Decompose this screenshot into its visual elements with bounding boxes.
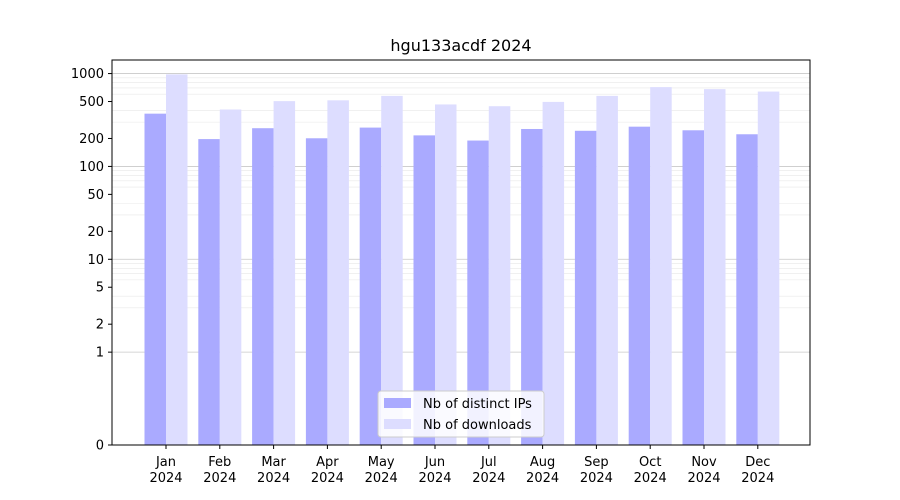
x-tick-label-month: Jan (155, 455, 176, 470)
y-tick-label: 20 (87, 225, 104, 240)
chart-title: hgu133acdf 2024 (390, 36, 531, 55)
bar-downloads (166, 74, 188, 445)
y-tick-label: 1000 (71, 67, 104, 82)
x-tick-label-year: 2024 (741, 471, 774, 486)
x-tick-label-year: 2024 (634, 471, 667, 486)
y-tick-label: 10 (87, 253, 104, 268)
bars-layer (144, 74, 780, 446)
bar-downloads (757, 91, 780, 445)
x-tick-label-year: 2024 (472, 471, 505, 486)
x-tick-label-month: Mar (261, 455, 286, 470)
bar-downloads (650, 87, 672, 445)
y-tick-label: 50 (87, 188, 104, 203)
bar-distinct-ips (252, 128, 274, 445)
x-tick-label-month: Aug (530, 455, 555, 470)
x-tick-label-month: May (368, 455, 395, 470)
x-tick-label-year: 2024 (580, 471, 613, 486)
bar-downloads (327, 100, 349, 445)
legend-box (377, 390, 545, 438)
y-tick-label: 1 (96, 346, 104, 361)
bar-downloads (435, 104, 457, 446)
x-tick-label-month: Feb (208, 455, 231, 470)
legend: Nb of distinct IPs Nb of downloads (377, 390, 545, 438)
y-axis: 0 1 2 5 10 20 50 100 200 500 1000 (71, 67, 112, 454)
x-tick-label-month: Oct (639, 455, 661, 470)
x-tick-label-month: Nov (691, 455, 717, 470)
x-tick-label-year: 2024 (311, 471, 344, 486)
bar-distinct-ips (628, 126, 651, 446)
x-tick-label-year: 2024 (526, 471, 559, 486)
x-tick-label-year: 2024 (687, 471, 720, 486)
legend-label-downloads: Nb of downloads (423, 418, 532, 433)
x-tick-label-year: 2024 (149, 471, 182, 486)
legend-swatch-distinct-ips (384, 398, 411, 408)
bar-distinct-ips (305, 138, 328, 445)
y-tick-label: 2 (96, 318, 104, 333)
y-tick-label: 5 (96, 281, 104, 296)
y-tick-label: 200 (79, 132, 104, 147)
x-tick-label-month: Dec (745, 455, 770, 470)
bar-downloads (381, 95, 403, 446)
bar-distinct-ips (413, 135, 435, 445)
bar-downloads (704, 89, 726, 446)
bar-distinct-ips (682, 130, 704, 445)
x-tick-label-year: 2024 (257, 471, 290, 486)
x-tick-label-month: Apr (316, 455, 339, 470)
y-tick-label: 100 (79, 160, 104, 175)
bar-downloads (273, 101, 296, 446)
bar-distinct-ips (198, 139, 220, 445)
y-tick-label: 500 (79, 95, 104, 110)
bar-downloads (219, 109, 242, 446)
legend-label-distinct-ips: Nb of distinct IPs (423, 397, 532, 412)
bar-distinct-ips (144, 113, 166, 445)
bar-distinct-ips (521, 128, 543, 445)
bar-downloads (488, 106, 511, 445)
bar-distinct-ips (359, 127, 382, 445)
bar-distinct-ips (467, 140, 489, 445)
bar-downloads (596, 95, 618, 446)
bar-downloads (542, 101, 565, 446)
plot-frame (111, 59, 811, 446)
bar-distinct-ips (574, 130, 597, 445)
x-tick-label-year: 2024 (365, 471, 398, 486)
x-axis: Jan2024Feb2024Mar2024Apr2024May2024Jun20… (149, 445, 774, 486)
x-tick-label-month: Jul (480, 455, 497, 470)
x-tick-label-month: Jun (424, 455, 445, 470)
x-tick-label-month: Sep (584, 455, 609, 470)
bar-distinct-ips (736, 134, 758, 445)
y-tick-label: 0 (96, 439, 104, 454)
x-tick-label-year: 2024 (203, 471, 236, 486)
legend-swatch-downloads (384, 419, 411, 429)
x-tick-label-year: 2024 (418, 471, 451, 486)
